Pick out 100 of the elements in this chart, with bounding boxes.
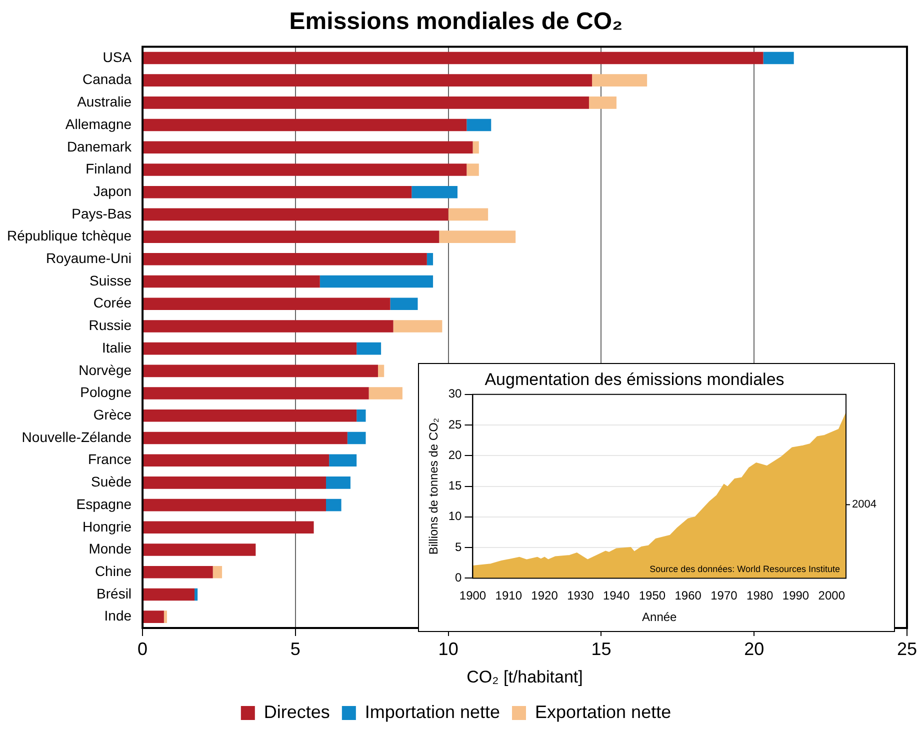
bar	[588, 96, 616, 109]
bar	[143, 588, 195, 601]
bar	[143, 432, 348, 444]
bar	[143, 52, 764, 64]
y-tick-label: Russie	[88, 317, 132, 334]
y-tick-label: Norvège	[78, 362, 132, 378]
y-axis-title: Billions de tonnes de CO₂	[426, 418, 441, 555]
bar	[143, 454, 330, 466]
y-tick-label: Pays-Bas	[72, 205, 132, 222]
x-tick-label: 2000	[818, 588, 846, 603]
y-tick-label: 15	[448, 478, 462, 493]
bar	[143, 253, 427, 266]
y-tick-label: Inde	[104, 608, 132, 624]
y-tick-label: Nouvelle-Zélande	[22, 428, 132, 445]
bar	[356, 342, 382, 355]
bar	[143, 409, 357, 422]
y-tick-label: 30	[448, 386, 462, 401]
chart-title: Emissions mondiales de CO₂	[289, 8, 623, 36]
bar	[329, 454, 357, 466]
x-tick-label: 1910	[495, 588, 522, 603]
bar	[378, 364, 384, 378]
x-tick-label: 1960	[674, 588, 702, 603]
annotation: 2004	[852, 498, 876, 511]
bar	[320, 275, 434, 288]
x-tick-label: 0	[138, 638, 148, 659]
y-tick-label: Danemark	[66, 138, 133, 154]
y-tick-label: Allemagne	[65, 116, 132, 132]
y-tick-label: Canada	[82, 71, 132, 88]
y-tick-label: 20	[448, 448, 462, 462]
bar	[143, 320, 394, 332]
bar	[390, 298, 418, 310]
legend-label: Directes	[264, 702, 330, 722]
y-tick-label: Brésil	[96, 585, 132, 602]
annotation: Source des données: World Resources Institute	[650, 564, 840, 574]
x-tick-label: 1990	[782, 588, 810, 603]
y-tick-label: France	[88, 451, 132, 468]
bar	[143, 364, 378, 378]
bar	[143, 521, 314, 534]
legend-label: Exportation nette	[535, 702, 672, 722]
y-tick-label: 25	[448, 417, 462, 432]
x-tick-label: 1930	[567, 588, 594, 603]
x-tick-label: 25	[896, 638, 918, 659]
x-axis-title: CO₂ [t/habitant]	[466, 667, 583, 686]
y-tick-label: 10	[448, 509, 462, 524]
bar	[143, 610, 164, 623]
bar	[143, 498, 326, 512]
bar	[143, 230, 440, 243]
y-tick-label: Grèce	[93, 406, 132, 422]
bar	[466, 164, 479, 176]
bar	[592, 74, 648, 86]
bar	[143, 387, 369, 400]
bar	[368, 387, 402, 400]
bar	[472, 141, 479, 154]
y-tick-label: République tchèque	[6, 228, 132, 244]
bar	[426, 253, 434, 266]
x-tick-label: 1920	[531, 588, 558, 603]
y-tick-label: Japon	[93, 182, 132, 199]
y-tick-label: Corée	[93, 294, 132, 311]
y-tick-label: Hongrie	[82, 518, 132, 534]
bar	[143, 164, 467, 176]
x-tick-label: 15	[591, 638, 612, 659]
bar	[143, 96, 589, 109]
y-tick-label: Finland	[86, 160, 132, 177]
y-tick-label: Pologne	[80, 384, 132, 400]
x-tick-label: 1970	[710, 588, 738, 603]
y-tick-label: Australie	[77, 94, 132, 110]
bar	[164, 610, 168, 623]
chart-title: Augmentation des émissions mondiales	[484, 370, 784, 389]
x-tick-label: 1900	[459, 588, 486, 603]
y-tick-label: Suisse	[90, 272, 132, 288]
y-tick-label: Monde	[88, 540, 132, 557]
bar	[763, 52, 794, 64]
bar	[326, 476, 350, 489]
bar	[448, 208, 488, 221]
bar	[143, 208, 448, 221]
y-tick-label: 5	[455, 540, 462, 554]
bar	[143, 74, 592, 86]
y-tick-label: USA	[102, 48, 132, 65]
bar	[143, 544, 256, 556]
y-tick-label: 0	[455, 570, 462, 585]
bar	[347, 432, 366, 444]
x-axis-title: Année	[642, 610, 678, 624]
legend-label: Importation nette	[364, 702, 500, 722]
x-tick-label: 1940	[602, 588, 630, 603]
bar	[393, 320, 442, 332]
x-tick-label: 1980	[746, 588, 774, 603]
bar	[143, 342, 357, 355]
bar	[143, 186, 412, 198]
bar	[143, 275, 320, 288]
y-tick-label: Royaume-Uni	[46, 250, 132, 266]
y-tick-label: Chine	[94, 562, 132, 579]
y-tick-label: Italie	[102, 339, 132, 356]
bar	[143, 566, 213, 578]
bar	[439, 230, 516, 243]
y-tick-label: Suède	[91, 474, 132, 490]
bar	[143, 476, 326, 489]
bar	[212, 566, 222, 578]
bar	[143, 118, 467, 132]
x-tick-label: 5	[290, 638, 300, 659]
x-tick-label: 1950	[638, 588, 666, 603]
